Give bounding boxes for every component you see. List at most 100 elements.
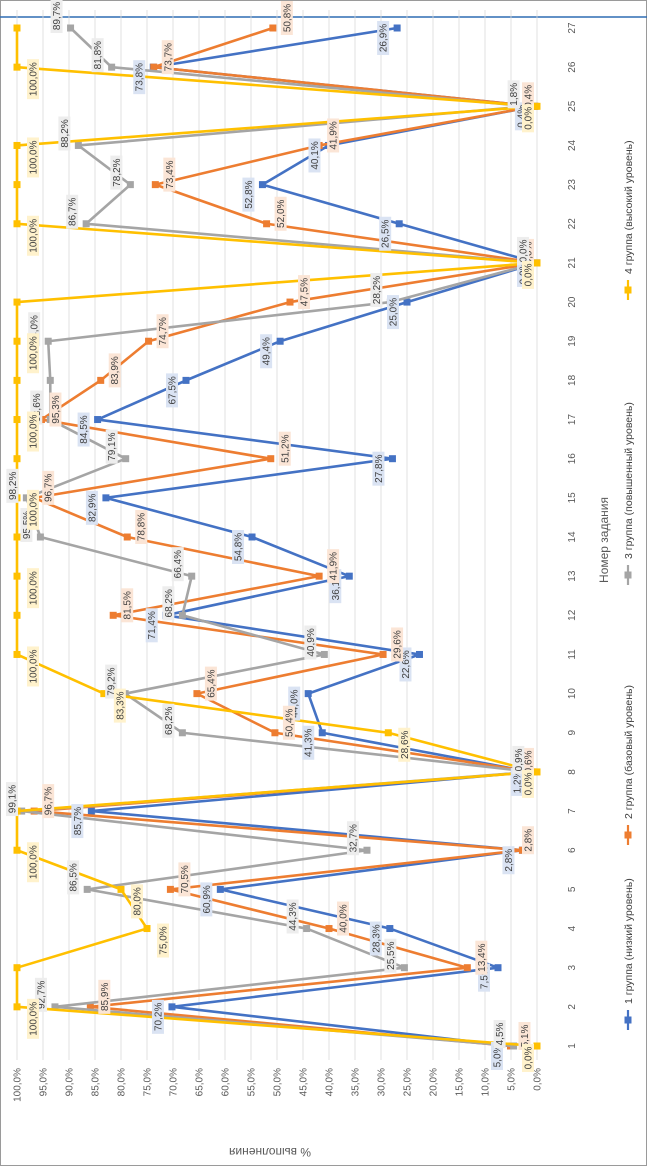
data-label: 41,3% xyxy=(304,728,315,756)
y-tick-label: 55,0% xyxy=(247,1068,258,1096)
data-label: 44,0% xyxy=(290,689,301,717)
data-label-bg xyxy=(85,490,98,525)
data-label-bg xyxy=(337,901,349,936)
x-tick-label: 16 xyxy=(567,453,578,465)
data-label-bg xyxy=(398,727,411,762)
data-label: 99,1% xyxy=(8,785,19,813)
data-label: 2,8% xyxy=(504,849,515,872)
data-point-marker xyxy=(216,885,224,893)
data-point-marker xyxy=(304,690,312,698)
data-label-bg xyxy=(91,38,104,73)
data-label: 89,7% xyxy=(52,2,63,30)
data-point-marker xyxy=(269,24,277,32)
data-point-marker xyxy=(379,650,387,658)
data-label: 80,0% xyxy=(133,887,144,915)
data-label-bg xyxy=(66,194,79,229)
data-point-marker xyxy=(395,220,403,228)
data-point-marker xyxy=(36,533,44,541)
data-label: 44,3% xyxy=(288,902,299,930)
data-label-bg xyxy=(6,468,19,503)
data-label: 0,0% xyxy=(524,1046,535,1069)
data-point-marker xyxy=(182,376,190,384)
y-axis-title: % выполнения xyxy=(229,1145,311,1159)
data-label-bg xyxy=(110,155,123,190)
data-label: 95,3% xyxy=(51,395,62,423)
data-label: 5,1% xyxy=(520,1024,531,1047)
data-label: 73,7% xyxy=(163,43,174,71)
data-point-marker xyxy=(325,925,333,933)
x-tick-label: 11 xyxy=(567,649,578,660)
data-label: 93,6% xyxy=(32,393,43,421)
data-label: 41,9% xyxy=(329,552,340,580)
x-tick-label: 4 xyxy=(567,925,578,931)
data-label: 78,8% xyxy=(137,513,148,541)
x-tick-label: 26 xyxy=(567,61,578,73)
data-label-bg xyxy=(369,921,382,956)
data-label: 28,6% xyxy=(400,730,411,758)
data-label-bg xyxy=(517,236,529,265)
data-point-marker xyxy=(13,611,21,619)
data-label: 70,2% xyxy=(153,1003,164,1031)
data-label: 98,2% xyxy=(8,472,19,500)
data-point-marker xyxy=(178,611,186,619)
data-label-bg xyxy=(372,451,385,486)
data-point-marker xyxy=(13,24,21,32)
data-label-bg xyxy=(77,412,90,447)
data-label-bg xyxy=(379,216,392,251)
data-label-bg xyxy=(278,431,291,466)
data-point-marker xyxy=(13,964,21,972)
data-label-bg xyxy=(30,390,43,425)
y-tick-label: 45,0% xyxy=(299,1068,310,1096)
x-tick-label: 10 xyxy=(567,688,578,700)
data-label-bg xyxy=(156,314,169,349)
data-point-marker xyxy=(363,846,371,854)
data-point-marker xyxy=(533,259,541,267)
x-tick-label: 23 xyxy=(567,179,578,191)
data-point-marker xyxy=(248,533,256,541)
data-point-marker xyxy=(13,141,21,149)
data-point-marker xyxy=(494,964,502,972)
x-tick-label: 22 xyxy=(567,218,578,230)
data-label-bg xyxy=(67,860,80,895)
data-label-bg xyxy=(260,334,273,369)
data-label: 5,0% xyxy=(493,1044,504,1067)
data-point-marker xyxy=(510,1042,518,1050)
data-point-marker xyxy=(126,181,134,189)
data-point-marker xyxy=(117,885,125,893)
data-point-marker xyxy=(303,925,311,933)
x-tick-label: 27 xyxy=(567,22,578,34)
y-tick-label: 65,0% xyxy=(195,1068,206,1096)
data-label-bg xyxy=(42,784,55,819)
data-point-marker xyxy=(150,63,158,71)
data-point-marker xyxy=(100,690,108,698)
data-label-bg xyxy=(280,1,293,35)
data-label: 100,0% xyxy=(29,493,40,527)
data-label: 0,0% xyxy=(524,772,535,795)
x-tick-label: 18 xyxy=(567,374,578,386)
data-label-bg xyxy=(162,703,175,738)
data-label: 50,4% xyxy=(284,708,295,736)
data-point-marker xyxy=(109,611,117,619)
y-tick-label: 5,0% xyxy=(507,1068,518,1091)
data-label-bg xyxy=(27,215,39,256)
data-point-marker xyxy=(143,925,151,933)
data-label-bg xyxy=(522,826,534,855)
data-label-bg xyxy=(163,157,176,192)
data-label-bg xyxy=(493,1020,506,1048)
data-point-marker xyxy=(46,376,54,384)
data-point-marker xyxy=(22,494,30,502)
data-point-marker xyxy=(82,220,90,228)
data-label-bg xyxy=(475,940,488,975)
data-label-bg xyxy=(162,586,175,621)
data-label-bg xyxy=(308,138,321,173)
data-label: 1,2% xyxy=(512,770,523,793)
data-label: 100,0% xyxy=(29,62,40,96)
data-label: 26,5% xyxy=(381,219,392,247)
data-label: 36,1% xyxy=(331,572,342,600)
data-point-marker xyxy=(51,1003,59,1011)
data-label-bg xyxy=(151,999,164,1034)
data-label-bg xyxy=(302,725,315,760)
data-label-bg xyxy=(105,429,118,464)
data-label: 0,4% xyxy=(516,105,527,128)
data-label: 92,7% xyxy=(36,981,47,1009)
